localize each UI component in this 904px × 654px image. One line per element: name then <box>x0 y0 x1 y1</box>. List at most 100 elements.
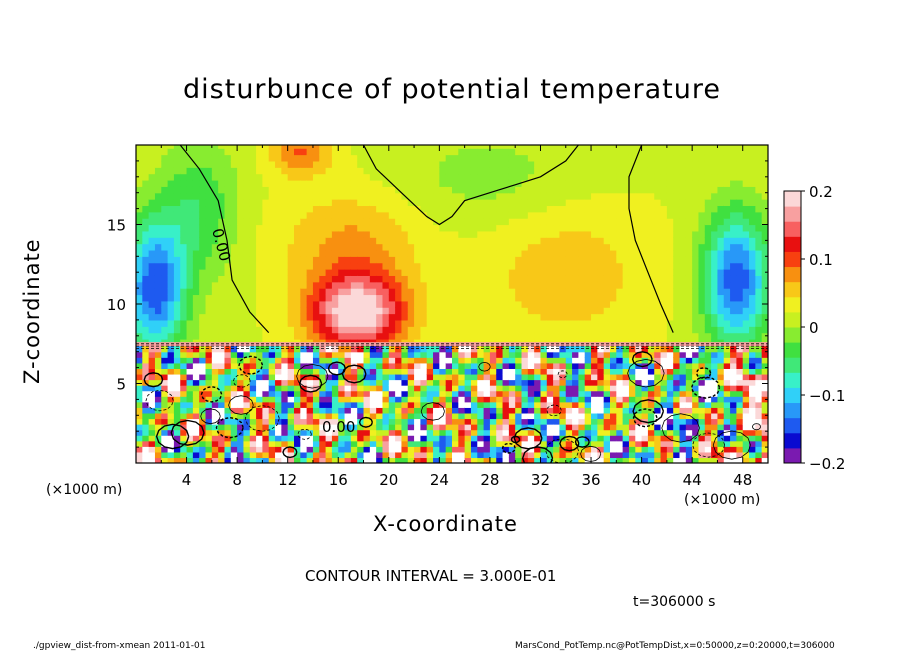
field-cell <box>470 435 478 442</box>
field-cell <box>584 179 592 187</box>
field-cell <box>230 373 238 381</box>
field-cell <box>433 167 440 175</box>
field-cell <box>357 326 365 334</box>
field-cell <box>578 148 586 156</box>
field-cell <box>180 385 188 392</box>
field-cell <box>268 211 276 219</box>
field-cell <box>401 313 409 321</box>
field-cell <box>730 262 737 270</box>
field-cell <box>515 429 523 436</box>
field-cell <box>136 319 143 327</box>
field-cell <box>584 269 592 276</box>
field-cell <box>616 429 624 436</box>
field-cell <box>319 407 327 414</box>
field-cell <box>755 237 763 245</box>
field-cell <box>249 230 257 238</box>
field-cell <box>698 224 706 232</box>
field-cell <box>306 145 314 149</box>
field-cell <box>616 160 624 168</box>
field-cell <box>654 160 662 168</box>
field-cell <box>205 346 213 353</box>
field-cell <box>736 319 744 327</box>
field-cell <box>205 351 213 358</box>
field-cell <box>148 275 156 283</box>
field-cell <box>641 351 649 358</box>
field-cell <box>401 390 409 397</box>
field-cell <box>281 256 289 264</box>
field-cell <box>376 407 384 414</box>
field-cell <box>546 390 554 397</box>
field-cell <box>698 288 706 296</box>
field-cell <box>452 373 459 381</box>
field-cell <box>654 211 662 219</box>
field-cell <box>610 412 617 420</box>
field-cell <box>325 167 333 175</box>
field-cell <box>527 148 535 156</box>
field-cell <box>376 167 384 175</box>
field-cell <box>281 319 289 327</box>
field-cell <box>673 418 681 425</box>
field-cell <box>717 294 725 302</box>
field-cell <box>496 357 504 364</box>
field-cell <box>256 192 263 200</box>
field-cell <box>136 440 143 447</box>
field-cell <box>211 199 219 207</box>
field-cell <box>445 237 453 245</box>
field-cell <box>237 154 245 162</box>
field-cell <box>167 179 175 187</box>
field-cell <box>218 148 226 156</box>
field-cell <box>325 440 333 447</box>
field-cell <box>439 243 447 251</box>
field-cell <box>186 205 194 213</box>
field-cell <box>464 256 472 264</box>
field-cell <box>584 275 592 283</box>
field-cell <box>673 243 681 251</box>
field-cell <box>426 243 434 251</box>
field-cell <box>205 332 213 340</box>
field-cell <box>136 351 143 358</box>
field-cell <box>357 243 365 251</box>
field-cell <box>338 451 346 459</box>
field-cell <box>755 332 763 340</box>
field-cell <box>527 362 535 369</box>
field-cell <box>502 192 510 200</box>
field-cell <box>180 288 188 296</box>
field-cell <box>477 237 485 245</box>
field-cell <box>553 319 561 327</box>
field-cell <box>275 385 282 392</box>
field-cell <box>553 237 561 245</box>
field-cell <box>515 319 523 327</box>
field-cell <box>357 368 365 375</box>
field-cell <box>496 262 504 270</box>
field-cell <box>300 401 308 408</box>
field-cell <box>742 199 750 207</box>
field-cell <box>464 211 472 219</box>
field-cell <box>154 269 162 276</box>
field-cell <box>211 346 219 353</box>
field-cell <box>521 167 529 175</box>
field-cell <box>407 424 415 431</box>
field-cell <box>420 424 428 431</box>
field-cell <box>186 186 194 194</box>
field-cell <box>452 154 459 162</box>
field-cell <box>136 275 143 283</box>
field-cell <box>420 294 428 302</box>
field-cell <box>692 307 700 315</box>
field-cell <box>540 440 548 447</box>
field-cell <box>363 346 371 353</box>
field-cell <box>553 294 561 302</box>
field-cell <box>376 224 384 232</box>
field-cell <box>496 319 504 327</box>
field-cell <box>717 218 725 226</box>
field-cell <box>679 173 687 181</box>
field-cell <box>660 148 668 156</box>
field-cell <box>603 249 611 257</box>
field-cell <box>249 179 257 187</box>
field-cell <box>464 373 472 381</box>
field-cell <box>414 319 421 327</box>
field-cell <box>350 145 358 149</box>
field-cell <box>395 199 403 207</box>
field-cell <box>338 351 346 358</box>
field-cell <box>635 218 643 226</box>
field-cell <box>426 262 434 270</box>
